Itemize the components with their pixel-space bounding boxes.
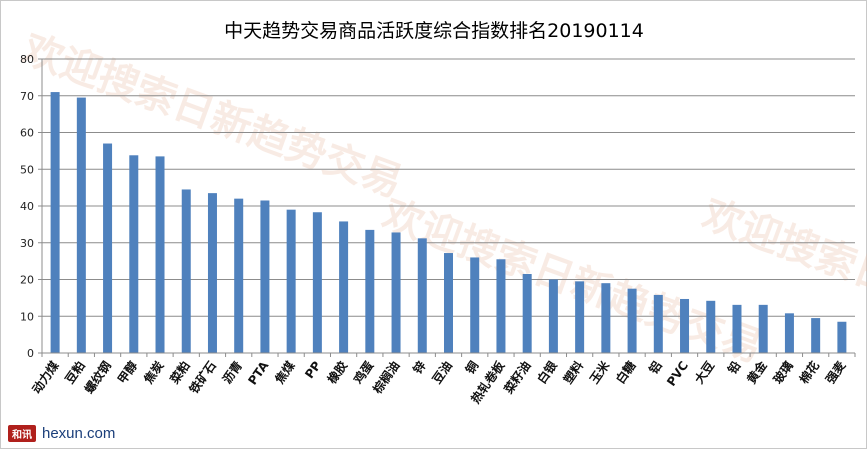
- bar: [444, 253, 453, 353]
- x-tick-label: 铝: [646, 358, 665, 376]
- x-tick-label: 玻璃: [770, 358, 796, 386]
- bar: [339, 221, 349, 353]
- x-tick-label: 菜籽油: [500, 358, 534, 397]
- bar: [312, 212, 322, 353]
- x-tick-label: 螺纹钢: [81, 358, 114, 396]
- x-tick-label: 焦煤: [271, 358, 298, 387]
- y-tick-label: 0: [27, 347, 34, 360]
- y-tick-label: 40: [20, 200, 34, 213]
- x-tick-label: 甲醇: [114, 358, 140, 386]
- watermark-text: 欢迎搜索日新趋势交易: [16, 26, 409, 206]
- x-tick-label: 大豆: [691, 358, 717, 386]
- bars: [50, 92, 847, 354]
- x-tick-label: 白银: [534, 357, 561, 386]
- bar: [627, 288, 637, 353]
- x-axis: 动力煤 豆粕螺纹钢 甲醇 焦炭 菜粕铁矿石 沥青 PTA 焦煤 PP 橡胶 鸡蛋棕榈油锌豆油 铜热轧卷…: [29, 352, 856, 406]
- x-tick-label: 豆粕: [62, 358, 88, 386]
- bar: [129, 155, 139, 353]
- x-tick-label: 锌: [410, 358, 429, 376]
- x-tick-label: 棉花: [796, 358, 822, 386]
- brand-logo: 和讯 hexun.com: [8, 424, 115, 442]
- bar: [811, 318, 821, 353]
- brand-site: hexun.com: [42, 424, 116, 442]
- chart-title: 中天趋势交易商品活跃度综合指数排名20190114: [224, 20, 644, 42]
- y-tick-label: 50: [20, 163, 34, 176]
- bar: [181, 189, 191, 353]
- bar: [391, 232, 401, 353]
- bar: [837, 321, 847, 353]
- x-tick-label: 铁矿石: [186, 358, 219, 396]
- bar: [417, 238, 427, 353]
- y-axis: 0 10 20 30 40 50 60 70 80: [20, 53, 43, 360]
- x-tick-label: 焦炭: [140, 358, 167, 387]
- x-tick-label: 塑料: [560, 358, 586, 386]
- bar: [653, 294, 663, 353]
- bar: [601, 283, 611, 353]
- x-tick-label: 强麦: [822, 357, 849, 386]
- y-tick-label: 20: [20, 274, 34, 287]
- x-tick-label: 橡胶: [324, 358, 350, 386]
- bar: [207, 193, 217, 353]
- y-tick-label: 70: [20, 90, 34, 103]
- bar: [706, 300, 716, 353]
- bar: [496, 259, 506, 353]
- bar: [50, 92, 60, 353]
- bar: [548, 279, 558, 353]
- hexun-logo-icon: 和讯: [8, 424, 36, 442]
- bar: [758, 304, 768, 353]
- y-tick-label: 60: [20, 127, 34, 140]
- bar: [522, 273, 532, 353]
- x-tick-label: PTA: [245, 358, 271, 387]
- x-tick-label: 豆油: [429, 358, 455, 386]
- bar: [470, 257, 480, 353]
- bar: [784, 313, 794, 353]
- x-tick-label: 铜: [462, 358, 481, 376]
- x-tick-label: 玉米: [586, 357, 613, 386]
- bar: [365, 229, 375, 353]
- x-tick-label: 鸡蛋: [350, 358, 377, 387]
- bar: [575, 281, 585, 353]
- bar: [732, 304, 742, 353]
- x-tick-label: 白糖: [612, 358, 638, 386]
- bar: [286, 209, 296, 353]
- y-tick-label: 80: [20, 53, 34, 66]
- bar: [76, 97, 86, 354]
- x-tick-label: 菜粕: [166, 358, 193, 387]
- bar: [680, 298, 690, 353]
- bar: [234, 198, 244, 353]
- bar: [260, 200, 270, 353]
- y-tick-label: 10: [20, 310, 34, 323]
- x-tick-label: 沥青: [219, 358, 245, 386]
- x-tick-label: PP: [302, 359, 324, 382]
- x-tick-label: 动力煤: [29, 358, 62, 396]
- x-tick-label: 棕榈油: [369, 358, 403, 397]
- bar: [103, 143, 113, 353]
- x-tick-label: PVC: [664, 359, 691, 389]
- bar: [155, 156, 165, 353]
- y-tick-label: 30: [20, 237, 34, 250]
